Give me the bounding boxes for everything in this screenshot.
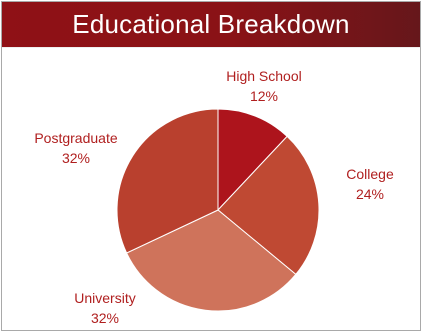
slice-label-postgraduate: Postgraduate [34,130,117,146]
slice-value-postgraduate: 32% [62,150,90,166]
slice-value-high-school: 12% [250,88,278,104]
slice-value-university: 32% [91,310,119,326]
header-divider [2,47,420,48]
slice-label-high-school: High School [226,68,302,84]
pie-slice-college [217,135,320,276]
pie-slice-university [125,209,297,312]
slice-value-college: 24% [356,186,384,202]
slice-label-university: University [74,290,135,306]
slice-label-college: College [346,166,394,182]
pie-slice-postgraduate [116,108,219,254]
chart-title: Educational Breakdown [72,9,350,39]
pie-slice-high-school [217,108,288,212]
chart-header: Educational Breakdown [2,2,420,47]
